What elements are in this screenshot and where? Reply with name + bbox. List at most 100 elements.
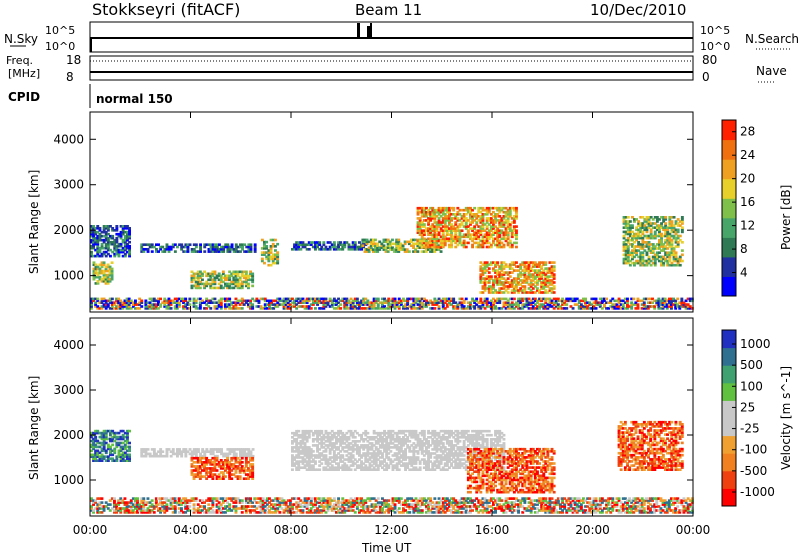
power-cell bbox=[487, 231, 491, 234]
velocity-cell bbox=[109, 431, 112, 435]
power-cell bbox=[106, 248, 110, 252]
power-cell bbox=[343, 305, 347, 308]
velocity-cell bbox=[251, 465, 255, 468]
power-cell bbox=[196, 278, 200, 282]
power-cell bbox=[263, 240, 266, 244]
power-cell bbox=[477, 225, 481, 228]
power-cell bbox=[630, 303, 634, 306]
power-cell bbox=[157, 299, 160, 303]
velocity-cell bbox=[341, 460, 345, 463]
power-cell bbox=[125, 299, 129, 303]
power-cell bbox=[515, 225, 518, 228]
power-cell bbox=[456, 303, 460, 306]
power-cell bbox=[378, 301, 382, 304]
velocity-cell bbox=[429, 460, 433, 463]
velocity-cell bbox=[370, 460, 374, 463]
power-cell bbox=[485, 263, 489, 266]
power-cell bbox=[454, 233, 458, 236]
velocity-cell bbox=[425, 462, 428, 465]
power-cell bbox=[269, 263, 273, 267]
power-cell bbox=[271, 238, 275, 242]
velocity-cell bbox=[239, 454, 242, 458]
power-cell bbox=[96, 225, 100, 228]
power-cell bbox=[429, 229, 433, 232]
velocity-cell bbox=[316, 448, 319, 451]
power-cell bbox=[219, 307, 223, 310]
power-cell bbox=[525, 275, 529, 278]
power-cell bbox=[96, 244, 100, 248]
power-cell bbox=[672, 251, 676, 254]
velocity-cell bbox=[362, 466, 366, 469]
power-cell bbox=[291, 297, 294, 301]
power-cell bbox=[324, 248, 328, 251]
power-cell bbox=[295, 299, 299, 303]
power-cell bbox=[345, 241, 349, 244]
velocity-cell bbox=[301, 462, 305, 465]
power-cell bbox=[615, 303, 619, 306]
power-cell bbox=[224, 284, 227, 288]
velocity-cell bbox=[385, 438, 389, 441]
power-cell bbox=[274, 305, 278, 308]
velocity-cell bbox=[324, 454, 328, 457]
power-cell bbox=[487, 241, 491, 245]
power-cell bbox=[485, 221, 489, 224]
power-cell bbox=[282, 307, 286, 310]
power-cell bbox=[647, 220, 651, 223]
power-cell bbox=[211, 297, 215, 301]
power-cell bbox=[154, 299, 158, 303]
velocity-cell bbox=[429, 431, 433, 435]
power-cell bbox=[376, 248, 380, 251]
velocity-cell bbox=[140, 450, 144, 453]
power-cell bbox=[645, 234, 649, 238]
power-cell bbox=[500, 229, 504, 232]
power-cell bbox=[487, 275, 491, 278]
velocity-cell bbox=[198, 467, 202, 470]
power-cell bbox=[536, 307, 539, 310]
power-cell bbox=[159, 297, 162, 301]
power-cell bbox=[224, 274, 227, 278]
power-cell bbox=[131, 301, 135, 304]
power-cell bbox=[635, 259, 638, 263]
power-cell bbox=[219, 303, 223, 306]
power-cell bbox=[104, 242, 108, 246]
power-cell bbox=[621, 303, 625, 306]
power-cell bbox=[441, 233, 445, 236]
velocity-cell bbox=[425, 440, 428, 443]
velocity-cell bbox=[341, 442, 345, 445]
power-cell bbox=[270, 307, 273, 310]
velocity-cell bbox=[295, 450, 299, 453]
power-cell bbox=[362, 307, 366, 310]
power-cell bbox=[242, 303, 246, 306]
power-cell bbox=[496, 245, 500, 249]
power-cell bbox=[228, 250, 232, 253]
power-cell bbox=[660, 222, 663, 225]
power-cell bbox=[386, 246, 390, 249]
power-cell bbox=[546, 307, 550, 310]
power-cell bbox=[548, 271, 552, 274]
velocity-cell bbox=[389, 450, 393, 453]
velocity-cell bbox=[96, 439, 100, 443]
power-cell bbox=[635, 253, 638, 257]
velocity-cell bbox=[230, 473, 234, 476]
velocity-cell bbox=[397, 450, 401, 453]
velocity-cell bbox=[385, 462, 389, 465]
power-cell bbox=[668, 255, 672, 259]
power-cell bbox=[180, 297, 183, 301]
power-cell bbox=[110, 273, 114, 277]
velocity-cell bbox=[309, 452, 313, 455]
power-cell bbox=[504, 237, 508, 241]
power-cell bbox=[108, 265, 112, 269]
velocity-cell bbox=[295, 431, 299, 435]
velocity-cell bbox=[376, 466, 380, 469]
power-cell bbox=[433, 301, 437, 304]
velocity-cell bbox=[96, 451, 100, 455]
power-cell bbox=[318, 299, 322, 303]
velocity-cell bbox=[303, 436, 307, 439]
power-cell bbox=[282, 299, 286, 303]
power-cell bbox=[500, 241, 504, 245]
power-cell bbox=[276, 253, 280, 256]
velocity-cell bbox=[314, 444, 317, 447]
power-cell bbox=[466, 229, 470, 232]
velocity-cell bbox=[339, 454, 343, 457]
power-cell bbox=[481, 241, 485, 245]
